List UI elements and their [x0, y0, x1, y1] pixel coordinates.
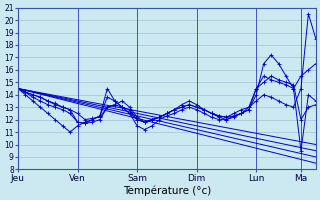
X-axis label: Température (°c): Température (°c) — [123, 185, 211, 196]
